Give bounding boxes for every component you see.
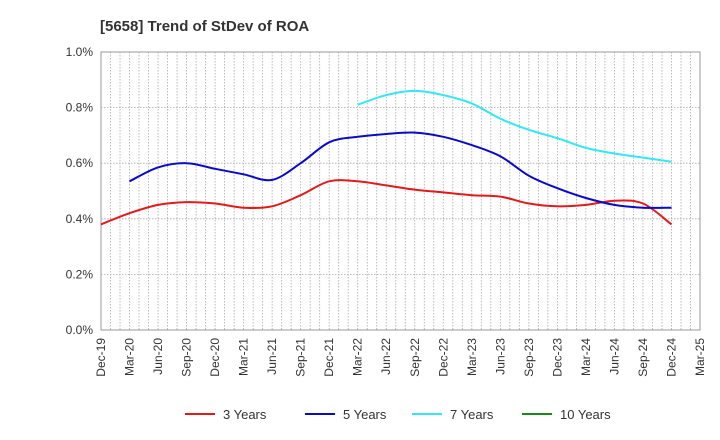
x-tick-label: Jun-21	[265, 338, 279, 375]
x-tick-label: Dec-21	[322, 338, 336, 377]
x-tick-label: Sep-24	[636, 338, 650, 377]
y-tick-label: 0.0%	[66, 323, 94, 337]
x-tick-label: Dec-24	[664, 338, 678, 377]
series-line-7-years	[357, 89, 672, 163]
x-tick-label: Sep-23	[522, 338, 536, 377]
plot-area	[100, 51, 701, 331]
y-tick-label: 1.0%	[66, 45, 94, 59]
x-tick-label: Mar-23	[465, 338, 479, 376]
y-axis-ticks: 0.0% 0.2% 0.4% 0.6% 0.8% 1.0%	[66, 45, 94, 337]
y-tick-label: 0.4%	[66, 212, 94, 226]
legend-label-10-years: 10 Years	[560, 407, 611, 422]
series-line-5-years	[129, 131, 672, 209]
y-tick-label: 0.6%	[66, 156, 94, 170]
legend-label-5-years: 5 Years	[343, 407, 387, 422]
x-tick-label: Sep-20	[180, 338, 194, 377]
x-tick-label: Dec-19	[94, 338, 108, 377]
x-tick-label: Mar-21	[237, 338, 251, 376]
legend-label-3-years: 3 Years	[223, 407, 267, 422]
x-tick-label: Jun-24	[607, 338, 621, 375]
x-tick-label: Jun-23	[493, 338, 507, 375]
x-tick-label: Mar-25	[693, 338, 707, 376]
x-axis-ticks: Dec-19 Mar-20 Jun-20 Sep-20 Dec-20 Mar-21 Jun-…	[94, 338, 707, 377]
x-tick-label: Jun-22	[379, 338, 393, 375]
grid	[100, 51, 701, 331]
x-tick-label: Sep-21	[294, 338, 308, 377]
x-tick-label: Dec-23	[550, 338, 564, 377]
y-tick-label: 0.8%	[66, 101, 94, 115]
legend-label-7-years: 7 Years	[450, 407, 494, 422]
legend: 3 Years 5 Years 7 Years 10 Years	[185, 407, 611, 422]
x-tick-label: Dec-22	[436, 338, 450, 377]
series-lines	[100, 89, 673, 226]
y-tick-label: 0.2%	[66, 267, 94, 281]
series-line-3-years	[100, 179, 673, 226]
x-tick-label: Mar-24	[579, 338, 593, 376]
x-tick-label: Mar-20	[123, 338, 137, 376]
x-tick-label: Dec-20	[208, 338, 222, 377]
x-tick-label: Jun-20	[151, 338, 165, 375]
x-tick-label: Mar-22	[351, 338, 365, 376]
chart-title: [5658] Trend of StDev of ROA	[100, 18, 309, 35]
x-tick-label: Sep-22	[408, 338, 422, 377]
